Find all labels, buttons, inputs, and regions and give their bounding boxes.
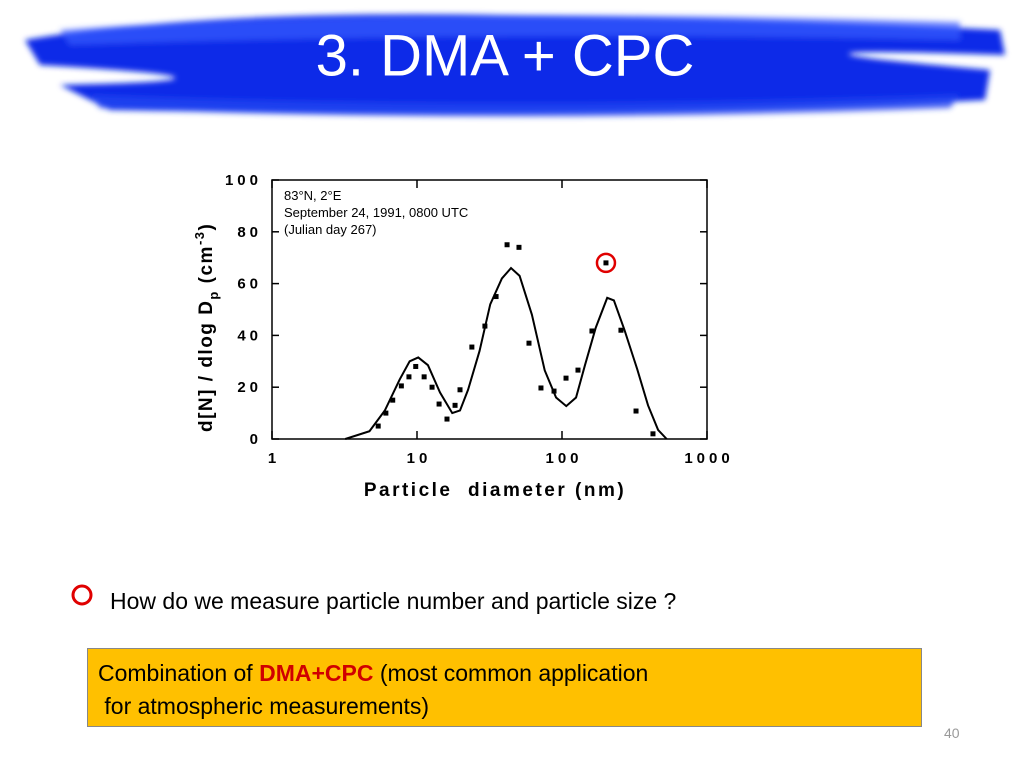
data-point (589, 328, 595, 334)
page-number: 40 (944, 725, 960, 741)
slide-title: 3. DMA + CPC (316, 23, 695, 88)
title-brush (25, 14, 1005, 117)
box-text: (most common application (373, 660, 649, 686)
y-tick-label: 80 (237, 224, 262, 241)
data-point (383, 410, 389, 416)
data-point (452, 402, 458, 408)
chart: 0 20 40 60 80 100 1 10 100 1000 Particle diameter … (192, 172, 733, 501)
data-point (398, 383, 404, 389)
data-point (375, 423, 381, 429)
fit-curve (344, 266, 668, 440)
data-point (421, 374, 427, 380)
data-point (429, 384, 435, 390)
annotation: (Julian day 267) (284, 222, 377, 237)
data-point (469, 344, 475, 350)
data-point (390, 397, 396, 403)
data-point (563, 375, 569, 381)
x-tick-label: 100 (545, 450, 582, 467)
data-point (633, 408, 639, 414)
highlight-circle (595, 252, 617, 274)
y-axis-label: d[N] / dlog Dp (cm-3) (192, 223, 221, 432)
annotation: September 24, 1991, 0800 UTC (284, 205, 468, 220)
y-axis-label-part: p (206, 290, 221, 299)
data-point (516, 244, 522, 250)
data-point (650, 431, 656, 437)
x-axis-label: Particle diameter (nm) (364, 480, 626, 501)
x-tick-label: 10 (407, 450, 432, 467)
data-point (603, 260, 609, 266)
box-highlight: DMA+CPC (259, 660, 374, 686)
data-point (526, 340, 532, 346)
data-point (444, 416, 450, 422)
y-tick-label: 40 (237, 327, 262, 344)
data-point (575, 367, 581, 373)
y-tick-label: 60 (237, 276, 262, 293)
y-axis-label-part: d[N] / dlog D (196, 300, 217, 432)
box-text: for atmospheric measurements) (98, 693, 430, 719)
bullet-text: How do we measure particle number and pa… (110, 588, 677, 614)
data-point (413, 363, 419, 369)
data-point (493, 294, 499, 300)
x-tick-label: 1 (268, 450, 280, 467)
annotation: 83°N, 2°E (284, 188, 342, 203)
y-tick-label: 100 (225, 172, 262, 189)
y-tick-label: 0 (250, 431, 262, 448)
data-point (457, 387, 463, 393)
y-axis-label-part: (cm (196, 245, 217, 290)
data-point (436, 401, 442, 407)
y-axis-label-part: -3 (192, 230, 207, 245)
data-point (504, 242, 510, 248)
answer-box: Combination of DMA+CPC (most common appl… (87, 648, 922, 727)
y-tick-label: 20 (237, 379, 262, 396)
data-point (406, 374, 412, 380)
data-point (538, 385, 544, 391)
box-text: Combination of (98, 660, 260, 686)
plot-frame (271, 179, 708, 440)
y-axis-label-part: ) (196, 223, 217, 231)
data-point (618, 327, 624, 333)
x-tick-label: 1000 (684, 450, 733, 467)
